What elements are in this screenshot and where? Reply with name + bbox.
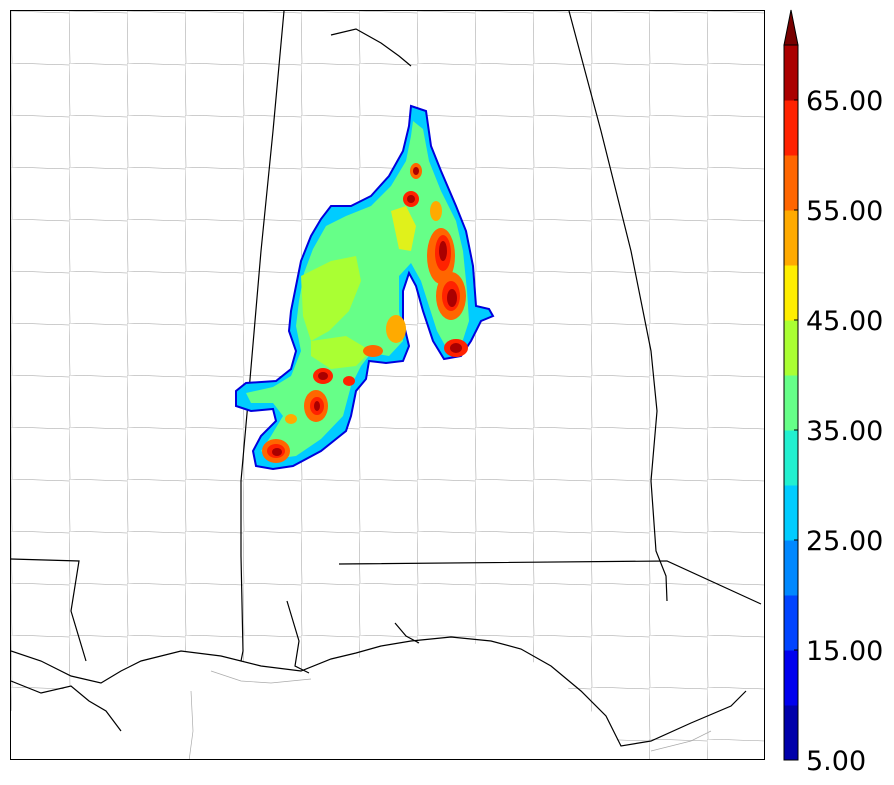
colorbar-tick-label: 15.00 — [806, 636, 883, 667]
colorbar: 5.00 15.00 25.00 35.00 45.00 55.00 65.00 — [783, 9, 883, 777]
radar-map — [11, 11, 764, 759]
colorbar-band — [784, 540, 798, 596]
colorbar-band — [784, 705, 798, 761]
colorbar-tick-label: 25.00 — [806, 526, 883, 557]
colorbar-band — [784, 485, 798, 541]
colorbar-band — [784, 595, 798, 651]
colorbar-tick-label: 55.00 — [806, 196, 883, 227]
colorbar-tick-label: 5.00 — [806, 746, 866, 777]
colorbar-tick-label: 45.00 — [806, 306, 883, 337]
gulf-water — [11, 641, 630, 759]
minor-water-lines — [188, 670, 712, 759]
colorbar-band — [784, 45, 798, 101]
colorbar-band — [784, 320, 798, 376]
colorbar-band — [784, 210, 798, 266]
colorbar-band — [784, 100, 798, 156]
colorbar-band — [784, 155, 798, 211]
colorbar-bands — [784, 45, 798, 761]
colorbar-frame — [783, 44, 799, 761]
colorbar-band — [784, 375, 798, 431]
colorbar-band — [784, 430, 798, 486]
state-boundaries — [11, 11, 762, 747]
colorbar-extend-arrow — [783, 9, 799, 46]
colorbar-band — [784, 650, 798, 706]
colorbar-tick-label: 35.00 — [806, 416, 883, 447]
colorbar-band — [784, 265, 798, 321]
colorbar-tick-label: 65.00 — [806, 86, 883, 117]
map-panel — [10, 10, 765, 760]
storm-cores — [262, 163, 468, 463]
county-lines — [11, 11, 764, 759]
reflectivity-field — [235, 104, 495, 471]
colorbar-labels: 5.00 15.00 25.00 35.00 45.00 55.00 65.00 — [794, 86, 883, 777]
